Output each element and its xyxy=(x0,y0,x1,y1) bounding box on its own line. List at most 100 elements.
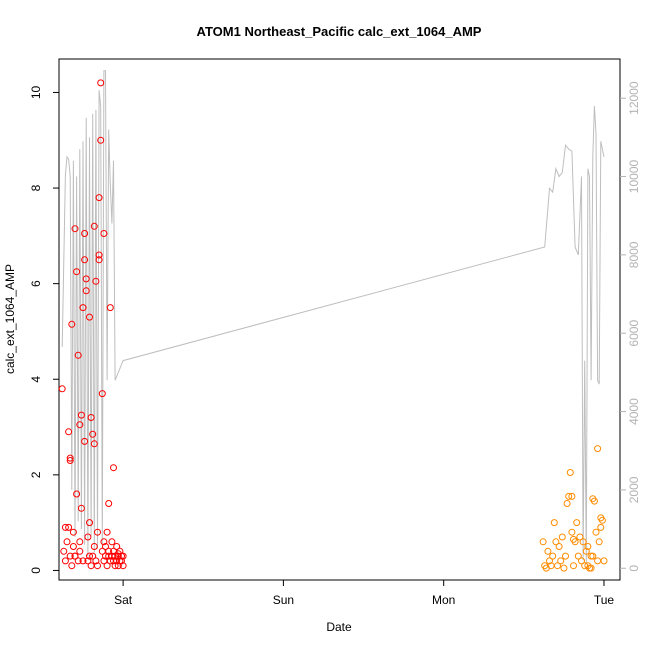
data-point xyxy=(92,557,100,565)
data-point xyxy=(68,562,76,570)
data-point xyxy=(102,543,109,550)
data-point xyxy=(589,552,597,560)
x-axis-label: Date xyxy=(326,620,352,634)
data-point xyxy=(558,533,566,541)
data-point xyxy=(66,454,74,462)
data-point xyxy=(579,538,587,546)
y-right-tick-label: 12000 xyxy=(627,81,641,115)
data-point xyxy=(58,385,66,393)
data-point xyxy=(74,351,82,359)
data-point xyxy=(566,469,574,476)
data-point xyxy=(563,500,571,507)
data-point xyxy=(113,543,121,550)
data-point xyxy=(63,538,71,546)
data-point xyxy=(71,552,79,560)
y-axis-label: calc_ext_1064_AMP xyxy=(3,264,17,374)
data-point xyxy=(118,557,125,565)
data-point xyxy=(600,557,608,565)
data-point xyxy=(549,552,557,560)
data-point xyxy=(562,552,569,560)
data-point xyxy=(76,538,84,546)
data-point xyxy=(568,528,576,536)
data-point xyxy=(100,230,108,237)
data-point xyxy=(565,492,573,500)
data-point xyxy=(592,528,600,536)
data-point xyxy=(90,440,98,448)
data-point xyxy=(554,562,561,570)
data-point xyxy=(90,222,98,230)
chart-title: ATOM1 Northeast_Pacific calc_ext_1064_AM… xyxy=(197,24,482,39)
y-right-tick-label: 6000 xyxy=(627,320,641,347)
data-point xyxy=(105,547,113,555)
data-point xyxy=(570,535,577,543)
data-point xyxy=(77,411,85,419)
data-point xyxy=(113,557,121,565)
data-point xyxy=(61,557,69,565)
data-point xyxy=(74,557,82,565)
data-point xyxy=(89,552,97,560)
data-point xyxy=(66,552,74,560)
plot-frame xyxy=(58,58,621,581)
data-point xyxy=(79,304,87,312)
data-point xyxy=(568,492,576,500)
altitude-line xyxy=(61,70,605,565)
data-point xyxy=(594,557,602,565)
data-point xyxy=(76,547,84,555)
data-point xyxy=(61,523,69,531)
data-point xyxy=(95,194,103,202)
data-point xyxy=(98,390,106,398)
data-point xyxy=(94,562,101,570)
data-point xyxy=(73,490,81,498)
data-point xyxy=(587,564,595,572)
data-point xyxy=(103,528,111,536)
data-point xyxy=(573,519,581,527)
data-point xyxy=(84,533,92,541)
data-point xyxy=(68,320,76,328)
y-tick-label: 4 xyxy=(29,376,43,383)
x-tick-label: Tue xyxy=(594,593,615,607)
data-point xyxy=(66,457,74,464)
data-point xyxy=(594,445,602,453)
y-tick-label: 10 xyxy=(29,85,43,99)
data-point xyxy=(560,564,568,572)
data-point xyxy=(86,552,93,560)
data-point xyxy=(81,230,89,237)
data-point xyxy=(590,497,598,505)
data-point xyxy=(76,421,84,429)
data-point xyxy=(114,552,122,560)
data-point xyxy=(106,304,114,312)
data-point xyxy=(92,277,100,285)
x-tick-label: Sun xyxy=(273,593,294,607)
points-layer xyxy=(58,79,608,572)
data-point xyxy=(60,547,68,555)
data-point xyxy=(597,523,605,531)
data-point xyxy=(598,516,606,524)
data-point xyxy=(539,538,547,546)
x-tick-label: Sat xyxy=(114,593,133,607)
data-point xyxy=(73,268,81,276)
data-point xyxy=(578,557,585,565)
data-point xyxy=(595,538,603,546)
data-point xyxy=(94,528,101,536)
data-point xyxy=(119,562,127,570)
data-point xyxy=(87,562,95,570)
y-right-tick-label: 4000 xyxy=(627,398,641,425)
data-point xyxy=(97,136,105,144)
data-point xyxy=(108,538,116,546)
data-point xyxy=(574,552,582,560)
data-point xyxy=(77,504,85,512)
data-point xyxy=(84,557,92,565)
y-tick-label: 6 xyxy=(29,280,43,287)
data-point xyxy=(110,464,117,472)
y-tick-label: 0 xyxy=(29,567,43,574)
data-point xyxy=(86,519,93,527)
data-point xyxy=(582,547,590,555)
data-point xyxy=(81,256,89,264)
data-point xyxy=(105,500,113,507)
data-point xyxy=(69,528,77,536)
y-tick-label: 8 xyxy=(29,184,43,191)
x-tick-label: Mon xyxy=(432,593,455,607)
altitude-line-layer xyxy=(61,70,605,565)
data-point xyxy=(65,428,73,436)
y-tick-label: 2 xyxy=(29,471,43,478)
